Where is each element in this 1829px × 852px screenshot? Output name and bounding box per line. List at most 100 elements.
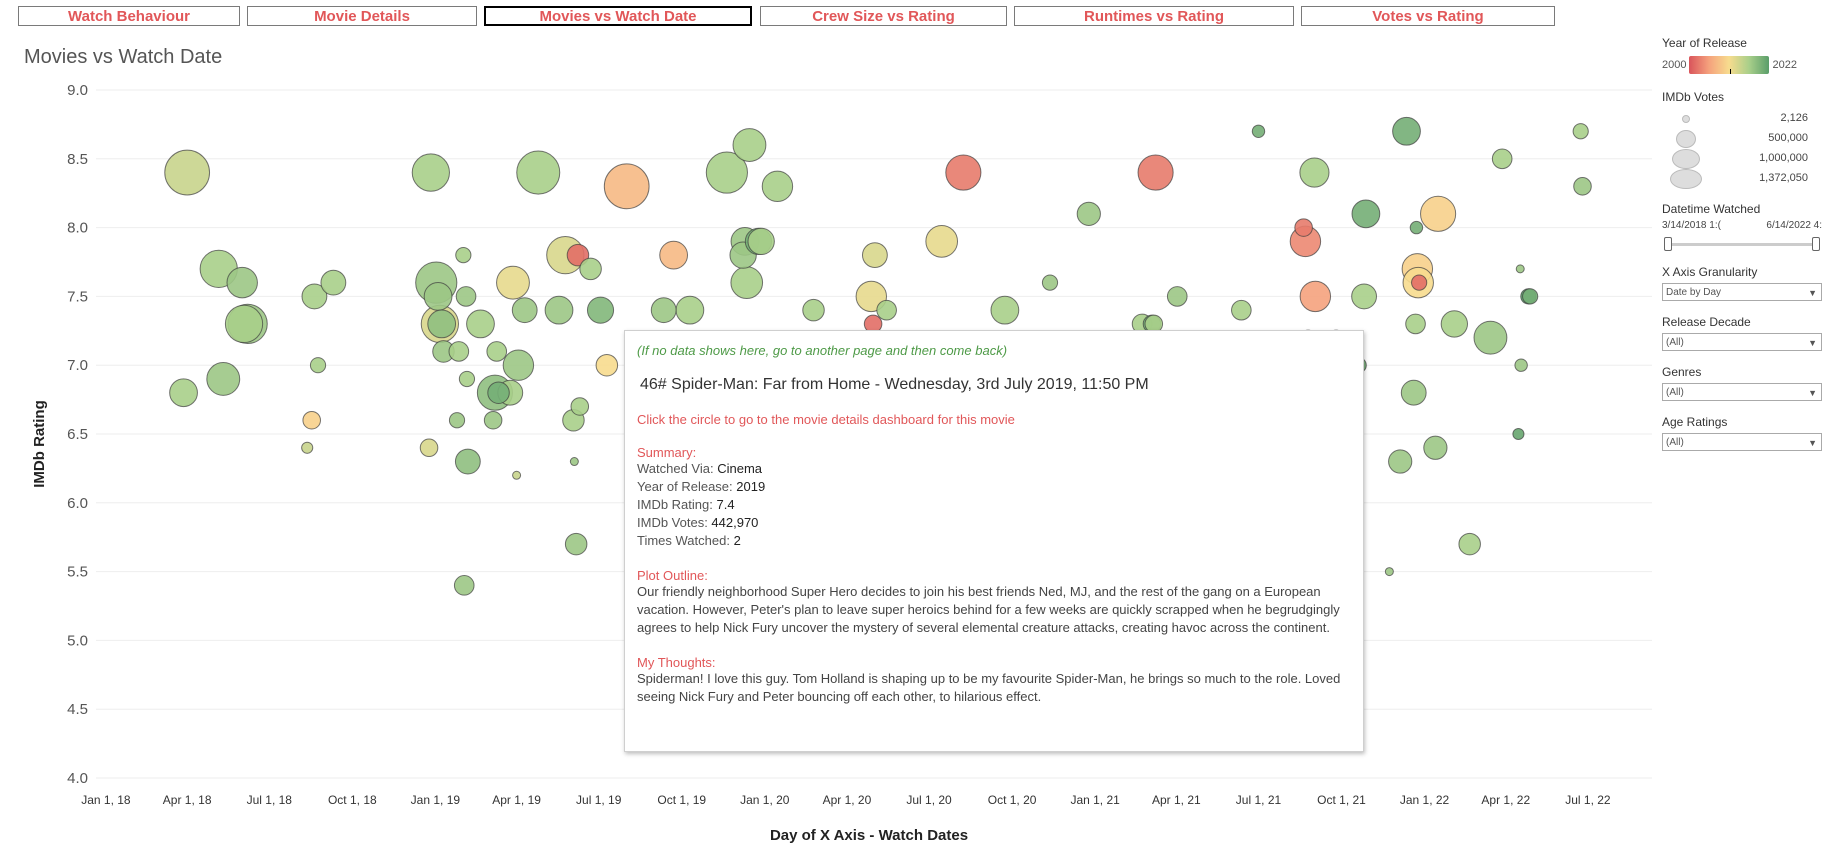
tab-runtimes-vs-rating[interactable]: Runtimes vs Rating — [1014, 6, 1294, 26]
decade-value: (All) — [1666, 337, 1684, 348]
year-legend-max: 2022 — [1772, 59, 1797, 71]
data-point — [301, 441, 314, 454]
data-point — [650, 297, 677, 324]
thoughts-heading: My Thoughts: — [637, 655, 716, 670]
data-point — [1522, 288, 1539, 305]
x-tick-label: Oct 1, 20 — [988, 793, 1037, 807]
datetime-start[interactable]: 3/14/2018 1:( — [1662, 220, 1721, 231]
year-legend-min: 2000 — [1662, 59, 1687, 71]
genres-select[interactable]: (All) ▼ — [1662, 383, 1822, 401]
data-point — [1299, 280, 1332, 313]
data-point — [1251, 124, 1266, 138]
x-tick-label: Apr 1, 18 — [163, 793, 212, 807]
data-point — [448, 341, 470, 362]
year-legend-title: Year of Release — [1662, 36, 1747, 50]
data-point — [1440, 310, 1469, 338]
times-value: 2 — [733, 533, 741, 548]
data-point — [301, 283, 328, 310]
y-tick-label: 8.5 — [67, 151, 88, 168]
tab-crew-size-vs-rating[interactable]: Crew Size vs Rating — [760, 6, 1007, 26]
data-point — [925, 225, 959, 258]
votes-legend-item: 1,000,000 — [1759, 152, 1808, 164]
data-point — [1458, 532, 1481, 556]
slider-end-handle[interactable] — [1812, 237, 1820, 251]
data-point — [1392, 116, 1421, 146]
data-point — [1137, 154, 1174, 191]
data-point — [1351, 283, 1378, 310]
data-point — [876, 299, 897, 321]
data-point — [1409, 220, 1424, 235]
y-tick-label: 5.0 — [67, 632, 88, 649]
data-point — [1572, 123, 1589, 140]
data-point — [675, 295, 705, 325]
dashboard-tabs: Watch Behaviour Movie Details Movies vs Wa… — [18, 6, 1815, 28]
data-point — [448, 412, 466, 429]
y-tick-label: 7.5 — [67, 288, 88, 305]
data-point — [419, 438, 439, 458]
tooltip-click-hint[interactable]: Click the circle to go to the movie deta… — [637, 412, 1015, 427]
datetime-end[interactable]: 6/14/2022 4: — [1766, 220, 1822, 231]
tab-movie-details[interactable]: Movie Details — [247, 6, 477, 26]
data-point — [659, 240, 689, 270]
y-tick-label: 6.5 — [67, 426, 88, 443]
votes-legend-title: IMDb Votes — [1662, 90, 1725, 104]
x-tick-label: Apr 1, 21 — [1152, 793, 1201, 807]
data-point — [1514, 358, 1528, 372]
rating-row: IMDb Rating: 7.4 — [637, 496, 1351, 514]
x-tick-label: Jan 1, 20 — [740, 793, 790, 807]
x-tick-label: Jul 1, 22 — [1565, 793, 1611, 807]
thoughts-text: Spiderman! I love this guy. Tom Holland … — [637, 671, 1341, 704]
votes-size-circle — [1672, 149, 1700, 169]
x-tick-label: Apr 1, 19 — [492, 793, 541, 807]
data-point — [423, 282, 453, 311]
data-point — [945, 154, 982, 191]
votes-legend-item: 1,372,050 — [1759, 172, 1808, 184]
x-tick-label: Jan 1, 19 — [411, 793, 461, 807]
data-point — [861, 242, 888, 269]
data-point — [164, 149, 211, 196]
age-select[interactable]: (All) ▼ — [1662, 433, 1822, 451]
data-point — [1231, 299, 1252, 321]
data-point — [595, 353, 619, 377]
data-point — [169, 378, 198, 408]
data-point — [1405, 313, 1426, 335]
y-tick-label: 8.0 — [67, 220, 88, 237]
data-point — [1351, 199, 1381, 229]
votes-legend-item: 2,126 — [1780, 112, 1808, 124]
decade-select[interactable]: (All) ▼ — [1662, 333, 1822, 351]
votes-value: 442,970 — [711, 515, 759, 530]
data-point — [705, 151, 748, 194]
granularity-select[interactable]: Date by Day ▼ — [1662, 283, 1822, 301]
times-label: Times Watched: — [637, 533, 734, 548]
data-point — [502, 349, 535, 381]
votes-size-circle — [1676, 130, 1696, 148]
datetime-slider[interactable] — [1662, 237, 1822, 251]
data-point — [544, 295, 574, 325]
data-point — [1384, 567, 1394, 577]
y-tick-label: 4.5 — [67, 701, 88, 718]
data-point — [320, 269, 347, 296]
movie-tooltip: (If no data shows here, go to another pa… — [624, 330, 1364, 752]
data-point — [411, 153, 450, 192]
rating-label: IMDb Rating: — [637, 497, 717, 512]
tab-watch-behaviour[interactable]: Watch Behaviour — [18, 6, 240, 26]
y-tick-label: 7.0 — [67, 357, 88, 374]
plot-text: Our friendly neighborhood Super Hero dec… — [637, 584, 1340, 635]
year-label: Year of Release: — [637, 479, 737, 494]
slider-start-handle[interactable] — [1664, 237, 1672, 251]
y-tick-label: 4.0 — [67, 770, 88, 787]
plot-heading: Plot Outline: — [637, 568, 708, 583]
data-point — [458, 370, 476, 388]
x-tick-label: Jul 1, 18 — [247, 793, 293, 807]
x-tick-label: Jan 1, 21 — [1070, 793, 1120, 807]
x-tick-label: Oct 1, 18 — [328, 793, 377, 807]
data-point — [302, 410, 321, 430]
tab-movies-vs-watch-date[interactable]: Movies vs Watch Date — [484, 6, 752, 26]
chevron-down-icon: ▼ — [1808, 338, 1817, 348]
data-point — [730, 266, 764, 299]
data-point — [486, 341, 508, 362]
data-point — [564, 532, 588, 556]
granularity-value: Date by Day — [1666, 287, 1722, 298]
votes-size-circle — [1670, 169, 1702, 189]
tab-votes-vs-rating[interactable]: Votes vs Rating — [1301, 6, 1555, 26]
